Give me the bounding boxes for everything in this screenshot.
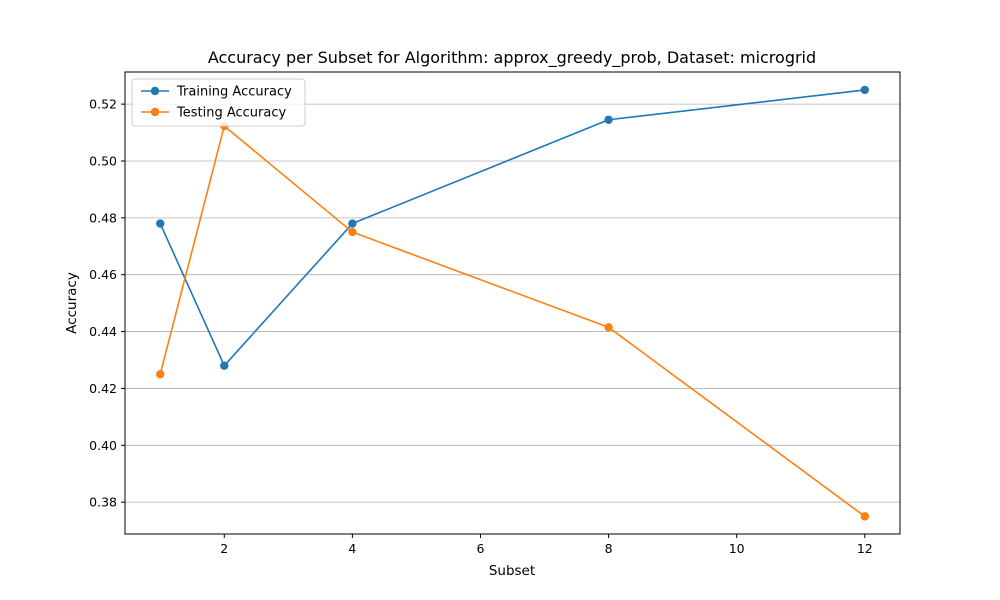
x-tick-label: 2 [220, 541, 228, 556]
x-tick-label: 8 [605, 541, 613, 556]
data-point [604, 323, 613, 332]
x-tick-label: 12 [857, 541, 873, 556]
legend-box [131, 78, 306, 127]
data-point [348, 219, 357, 228]
legend-label: Testing Accuracy [176, 106, 286, 121]
x-tick-label: 6 [476, 541, 484, 556]
y-tick-label: 0.44 [89, 324, 117, 339]
x-axis-label: Subset [489, 563, 535, 579]
data-point [860, 512, 869, 521]
data-point [220, 361, 229, 370]
data-point [604, 115, 613, 124]
data-point [348, 227, 357, 237]
y-tick-label: 0.46 [89, 267, 117, 282]
legend-swatch-marker [150, 86, 160, 96]
data-point [156, 370, 165, 379]
x-tick-label: 4 [348, 541, 356, 556]
data-point [156, 219, 165, 228]
x-tick-label: 10 [729, 541, 745, 556]
legend: Training Accuracy Testing Accuracy [131, 78, 306, 127]
y-tick-label: 0.40 [89, 438, 117, 453]
chart-title: Accuracy per Subset for Algorithm: appro… [208, 48, 816, 68]
data-point [860, 85, 869, 95]
axis-ticks: 0.38 0.40 0.42 0.44 0.46 0.48 0.50 0.52 2 4 6 8 10 12 [89, 97, 873, 556]
y-axis-label: Accuracy [64, 272, 80, 334]
series-layer [156, 85, 869, 521]
y-tick-label: 0.50 [89, 153, 117, 168]
plot-area-frame [124, 71, 901, 535]
legend-swatch-marker [150, 107, 160, 117]
y-tick-label: 0.52 [89, 97, 117, 112]
y-tick-label: 0.42 [89, 381, 117, 396]
y-tick-label: 0.48 [89, 210, 117, 225]
legend-label: Training Accuracy [176, 85, 292, 100]
y-tick-label: 0.38 [89, 495, 117, 510]
